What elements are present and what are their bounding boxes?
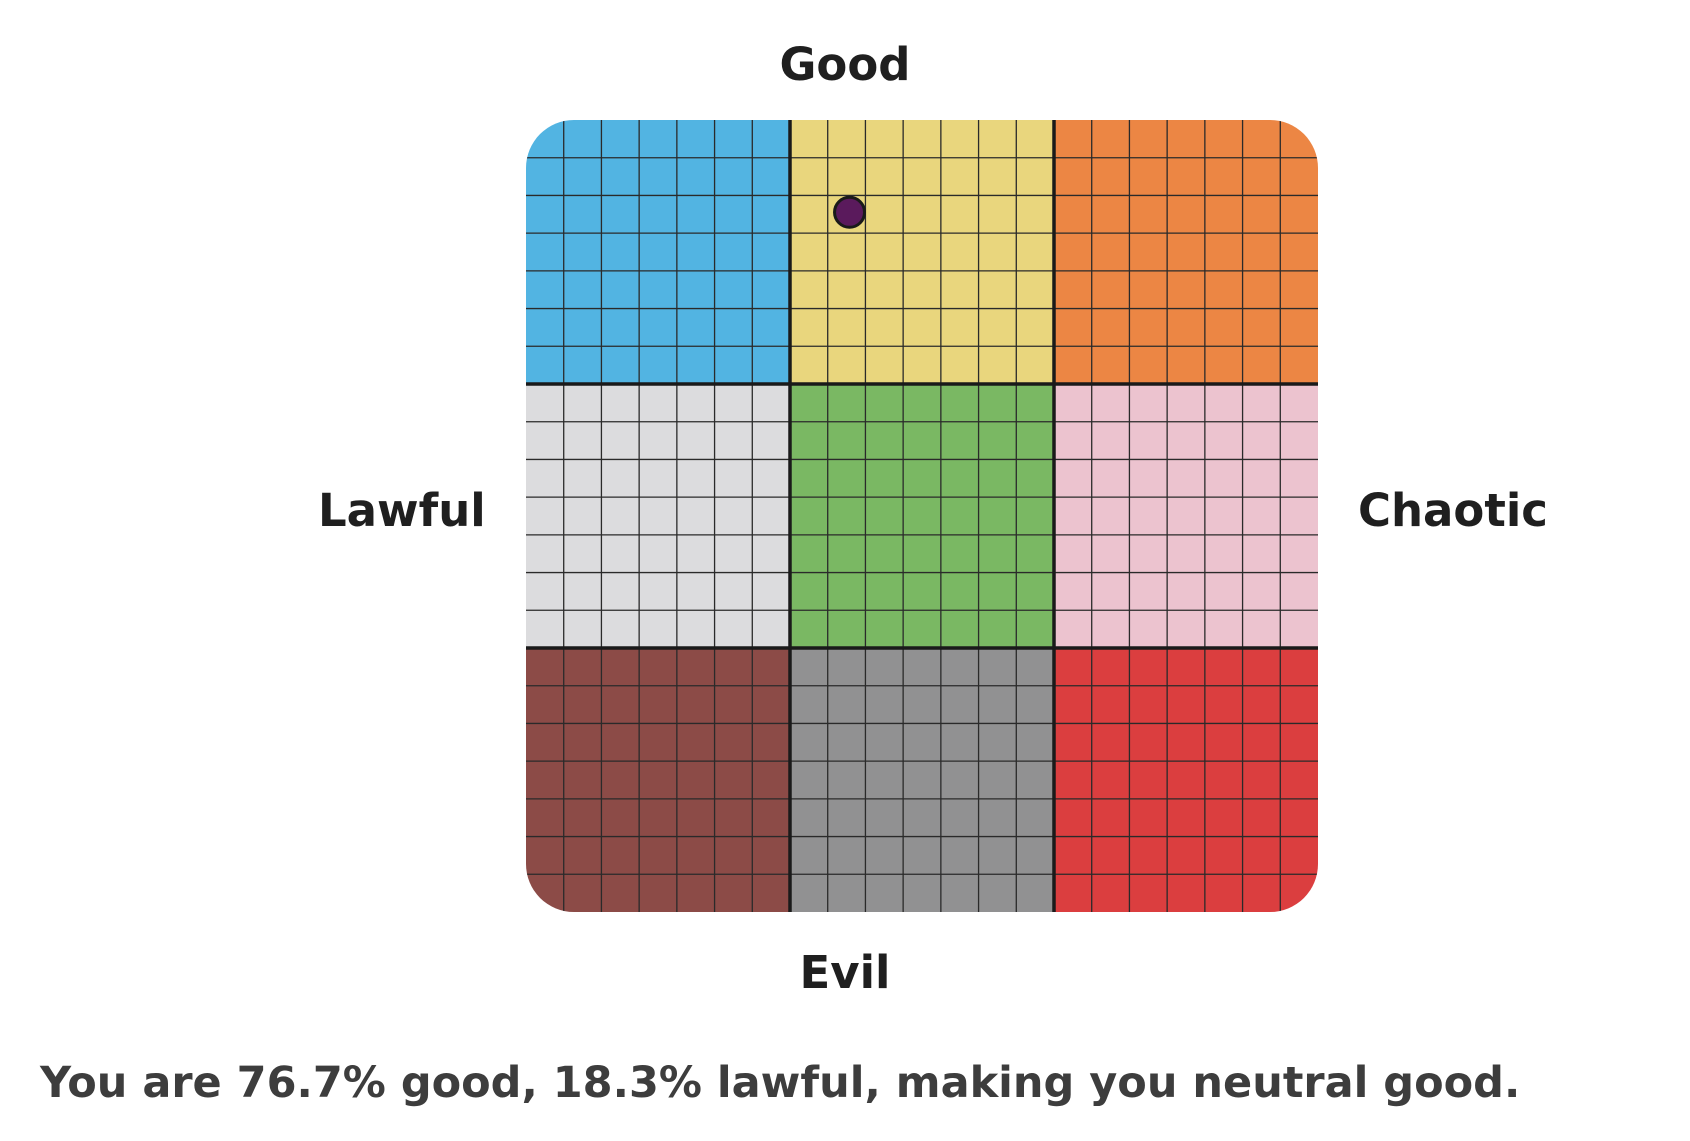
cell-chaotic-neutral — [1054, 384, 1318, 648]
axis-label-good: Good — [779, 38, 911, 91]
cell-neutral-evil — [790, 648, 1054, 912]
axis-label-chaotic: Chaotic — [1358, 484, 1548, 537]
cell-lawful-good — [526, 120, 790, 384]
cell-lawful-neutral — [526, 384, 790, 648]
cell-true-neutral — [790, 384, 1054, 648]
axis-label-evil: Evil — [799, 946, 891, 999]
cell-neutral-good — [790, 120, 1054, 384]
axis-label-lawful: Lawful — [318, 484, 486, 537]
cell-chaotic-evil — [1054, 648, 1318, 912]
cell-lawful-evil — [526, 648, 790, 912]
result-point — [833, 195, 867, 229]
cell-chaotic-good — [1054, 120, 1318, 384]
result-text: You are 76.7% good, 18.3% lawful, making… — [40, 1058, 1521, 1108]
